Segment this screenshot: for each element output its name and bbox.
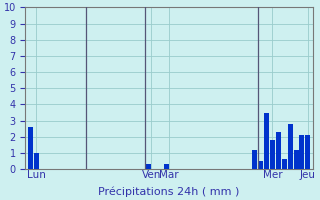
Bar (276, 132, 281, 169)
Bar (264, 113, 269, 169)
Bar (164, 164, 169, 169)
Bar (146, 164, 151, 169)
Bar (305, 135, 310, 169)
Bar (300, 135, 305, 169)
Bar (282, 159, 287, 169)
Bar (28, 127, 33, 169)
Bar (252, 150, 257, 169)
Bar (258, 161, 263, 169)
Bar (34, 153, 39, 169)
Bar (293, 150, 299, 169)
Bar (270, 140, 275, 169)
X-axis label: Précipitations 24h ( mm ): Précipitations 24h ( mm ) (98, 186, 240, 197)
Bar (288, 124, 293, 169)
